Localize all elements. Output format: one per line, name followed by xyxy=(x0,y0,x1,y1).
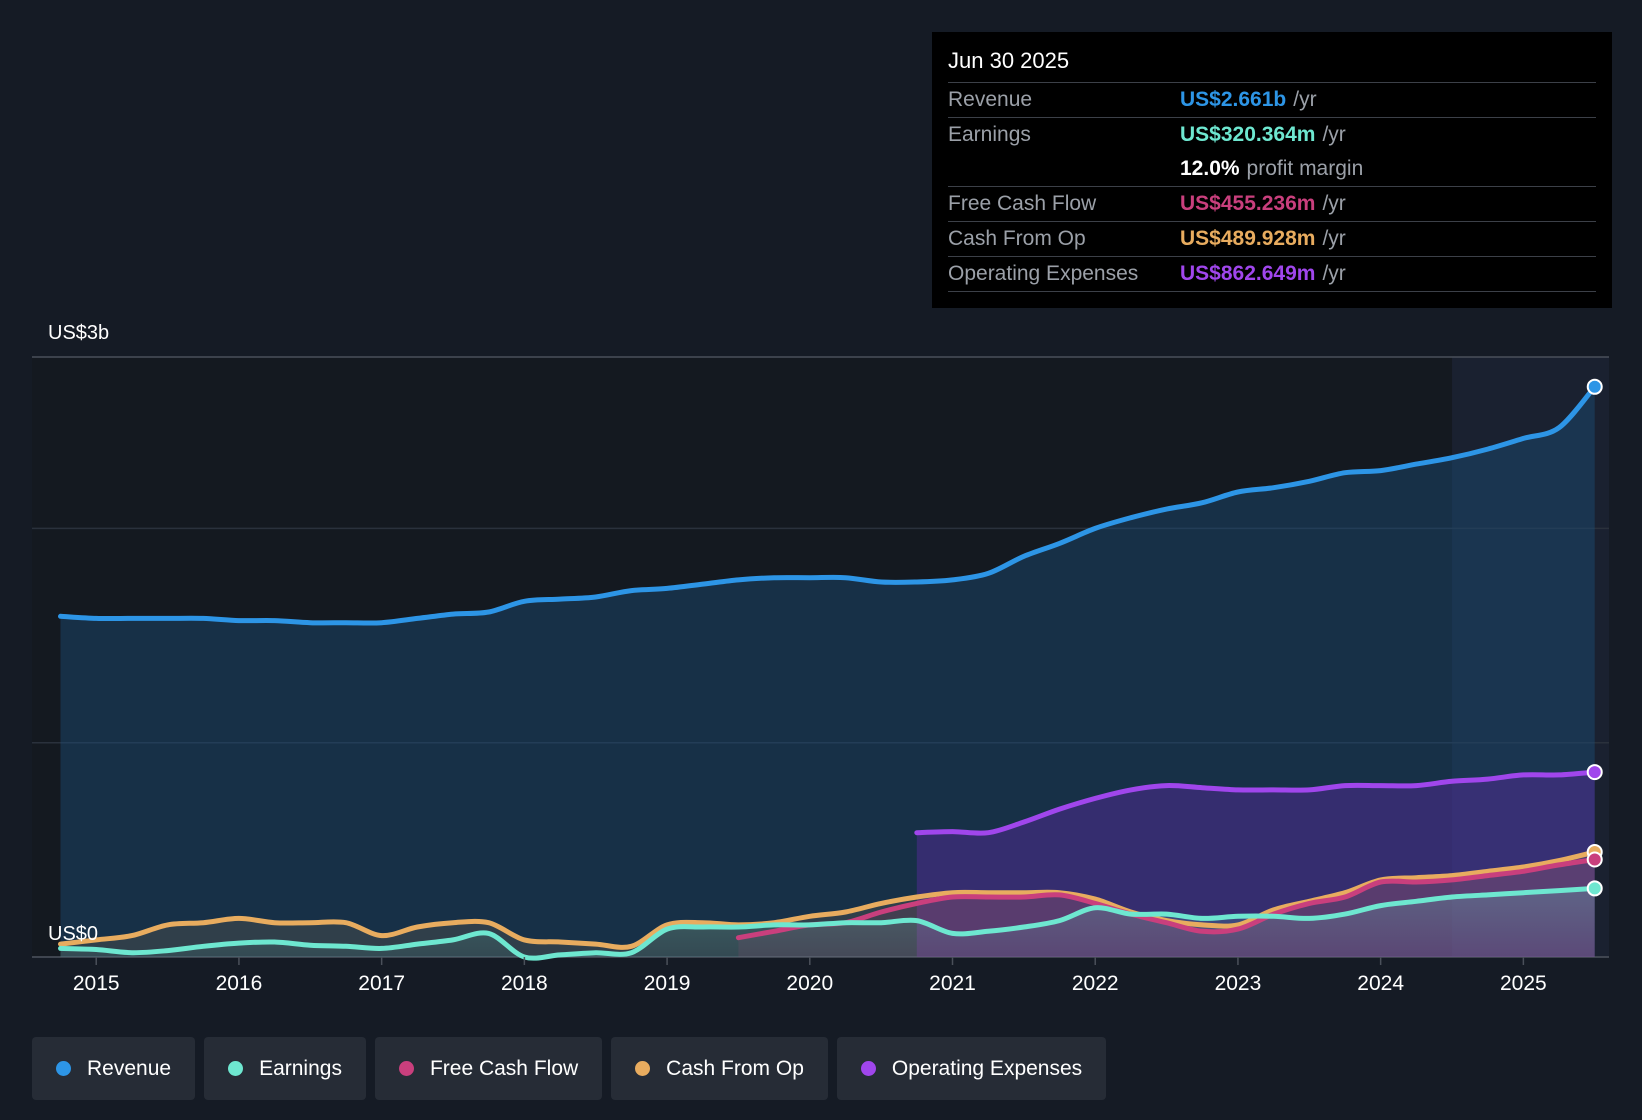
legend-item-operating-expenses[interactable]: Operating Expenses xyxy=(836,1037,1107,1100)
x-tick-label: 2018 xyxy=(501,972,548,995)
tooltip-unit: /yr xyxy=(1322,192,1346,215)
x-tick-label: 2020 xyxy=(786,972,833,995)
tooltip-margin-value: 12.0% xyxy=(1180,157,1240,180)
legend-dot-icon xyxy=(398,1061,414,1076)
legend-item-free-cash-flow[interactable]: Free Cash Flow xyxy=(374,1037,603,1100)
tooltip-label: Operating Expenses xyxy=(948,262,1139,285)
tooltip-value: US$455.236m xyxy=(1180,192,1316,215)
past-plot-background xyxy=(32,357,1453,957)
x-tick-label: 2023 xyxy=(1215,972,1262,995)
x-tick-label: 2016 xyxy=(216,972,263,995)
endpoint-fcf xyxy=(1586,851,1603,868)
tooltip-label: Cash From Op xyxy=(948,227,1086,250)
x-tick-label: 2022 xyxy=(1072,972,1119,995)
legend-dot-icon xyxy=(56,1061,71,1076)
line-earnings xyxy=(58,885,1598,961)
legend-label: Earnings xyxy=(259,1056,342,1080)
x-tick-label: 2017 xyxy=(358,972,405,995)
x-tick-label: 2019 xyxy=(644,972,691,995)
endpoint-earnings xyxy=(1586,880,1603,897)
endpoint-revenue xyxy=(1586,378,1603,395)
tooltip-unit: /yr xyxy=(1322,123,1346,146)
tooltip-label: Free Cash Flow xyxy=(948,192,1097,215)
tooltip-date: Jun 30 2025 xyxy=(948,46,1596,83)
line-cfo xyxy=(58,849,1598,950)
tooltip-value: US$2.661b xyxy=(1180,88,1287,111)
tooltip-value: US$320.364m xyxy=(1180,123,1316,146)
tooltip-row-fcf: Free Cash Flow US$455.236m /yr xyxy=(948,187,1596,222)
y-axis-zero-label: US$0 xyxy=(48,923,98,945)
tooltip-label: Revenue xyxy=(948,88,1033,111)
chart-legend: Revenue Earnings Free Cash Flow Cash Fro… xyxy=(32,1037,1107,1100)
legend-dot-icon xyxy=(860,1061,876,1076)
legend-dot-icon xyxy=(228,1061,244,1076)
area-earnings xyxy=(60,888,1595,959)
tooltip-margin-label: profit margin xyxy=(1246,157,1364,180)
endpoint-opex xyxy=(1586,764,1603,781)
line-revenue xyxy=(58,384,1598,626)
line-fcf xyxy=(735,857,1598,941)
tooltip-row-profit-margin: 12.0% profit margin xyxy=(948,152,1596,187)
x-tick-label: 2015 xyxy=(73,972,120,995)
x-tick-label: 2024 xyxy=(1357,972,1404,995)
tooltip-unit: /yr xyxy=(1293,88,1317,111)
x-tick-label: 2025 xyxy=(1500,972,1547,995)
area-revenue xyxy=(60,386,1595,957)
tooltip-row-opex: Operating Expenses US$862.649m /yr xyxy=(948,257,1596,292)
legend-label: Free Cash Flow xyxy=(429,1056,579,1080)
legend-label: Operating Expenses xyxy=(891,1056,1083,1080)
legend-item-cash-from-op[interactable]: Cash From Op xyxy=(611,1037,828,1100)
legend-dot-icon xyxy=(635,1061,651,1076)
tooltip-row-cfo: Cash From Op US$489.928m /yr xyxy=(948,222,1596,257)
x-tick-label: 2021 xyxy=(929,972,976,995)
line-opex xyxy=(914,769,1598,836)
tooltip-unit: /yr xyxy=(1322,262,1346,285)
tooltip-row-revenue: Revenue US$2.661b /yr xyxy=(948,83,1596,118)
tooltip-label: Earnings xyxy=(948,123,1031,146)
y-axis-top-label: US$3b xyxy=(48,322,109,344)
legend-item-revenue[interactable]: Revenue xyxy=(32,1037,196,1100)
data-tooltip: Jun 30 2025 Revenue US$2.661b /yr Earnin… xyxy=(932,32,1612,308)
tooltip-value: US$862.649m xyxy=(1180,262,1316,285)
legend-label: Revenue xyxy=(87,1056,172,1080)
legend-label: Cash From Op xyxy=(666,1056,804,1080)
tooltip-value: US$489.928m xyxy=(1180,227,1316,250)
tooltip-row-earnings: Earnings US$320.364m /yr xyxy=(948,118,1596,152)
legend-item-earnings[interactable]: Earnings xyxy=(204,1037,366,1100)
tooltip-unit: /yr xyxy=(1322,227,1346,250)
